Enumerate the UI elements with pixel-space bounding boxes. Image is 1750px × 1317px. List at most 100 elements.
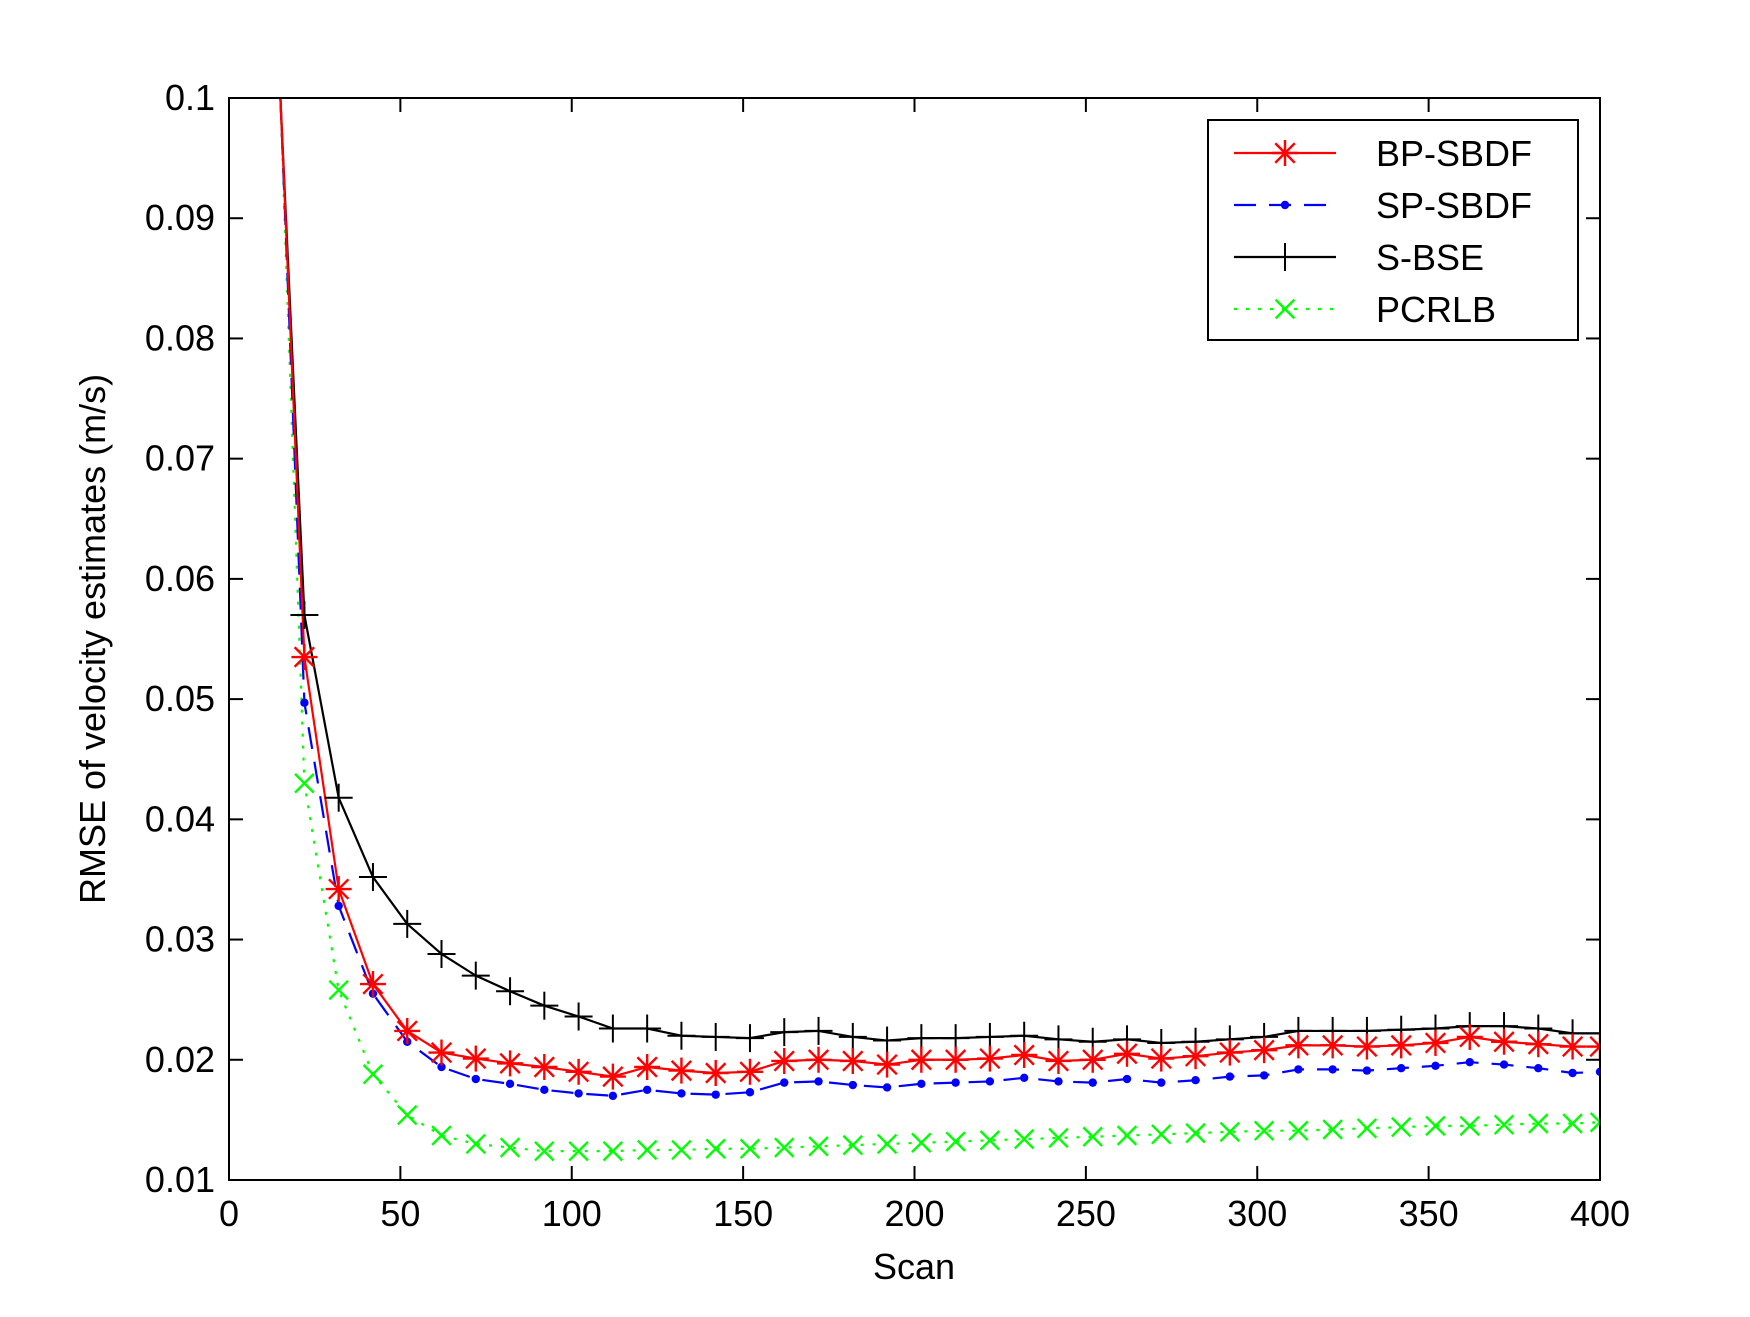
data-point-sp-sbdf: [471, 1074, 480, 1084]
data-point-sp-sbdf: [574, 1089, 583, 1098]
data-point-bp-sbdf: [325, 876, 352, 903]
data-point-sp-sbdf: [745, 1088, 755, 1097]
data-point-pcrlb: [774, 1137, 795, 1158]
data-point-sp-sbdf: [711, 1090, 720, 1099]
data-point-pcrlb: [911, 1132, 932, 1153]
data-point-bp-sbdf: [599, 1063, 626, 1090]
data-point-s-bse: [804, 1016, 833, 1045]
data-point-sp-sbdf: [780, 1078, 789, 1087]
data-point-bp-sbdf: [1422, 1029, 1449, 1056]
data-point-pcrlb: [328, 979, 349, 1001]
data-point-pcrlb: [1288, 1120, 1309, 1141]
data-point-bp-sbdf: [874, 1051, 901, 1078]
data-point-pcrlb: [739, 1138, 761, 1159]
data-point-pcrlb: [1528, 1113, 1549, 1134]
data-point-pcrlb: [568, 1140, 589, 1162]
data-point-sp-sbdf: [1568, 1068, 1577, 1078]
legend-marker: [1272, 140, 1298, 166]
data-point-bp-sbdf: [1182, 1043, 1209, 1070]
y-tick-label: 0.05: [145, 678, 215, 719]
ticks-layer: 0 50 100 150 200 250 300 350 400 0.01 0.02 0.03 0.04…: [145, 77, 1630, 1234]
data-point-bp-sbdf: [1525, 1031, 1552, 1058]
data-point-bp-sbdf: [1587, 1033, 1600, 1060]
y-tick-label: 0.1: [165, 77, 215, 118]
data-point-pcrlb: [808, 1136, 829, 1157]
data-point-sp-sbdf: [985, 1077, 995, 1086]
data-point-sp-sbdf: [1499, 1060, 1509, 1069]
data-point-pcrlb: [1562, 1113, 1583, 1134]
data-point-bp-sbdf: [1079, 1046, 1106, 1073]
legend-entry-pcrlb: PCRLB: [1234, 289, 1496, 330]
data-point-s-bse: [735, 1024, 764, 1053]
data-point-bp-sbdf: [1388, 1032, 1415, 1059]
series-line-bp-sbdf: [279, 98, 1600, 1078]
legend-entry-sp-sbdf: SP-SBDF: [1234, 185, 1532, 226]
data-point-sp-sbdf: [437, 1062, 446, 1072]
data-point-s-bse: [633, 1014, 662, 1043]
data-point-bp-sbdf: [462, 1045, 489, 1072]
data-point-bp-sbdf: [976, 1045, 1003, 1072]
data-point-bp-sbdf: [428, 1039, 455, 1066]
data-point-sp-sbdf: [1465, 1057, 1474, 1067]
data-point-pcrlb: [876, 1133, 898, 1155]
data-point-sp-sbdf: [1191, 1076, 1200, 1085]
data-point-pcrlb: [465, 1133, 486, 1155]
data-point-sp-sbdf: [882, 1083, 892, 1092]
data-point-bp-sbdf: [394, 1017, 421, 1044]
data-point-sp-sbdf: [1595, 1067, 1600, 1076]
legend-label: BP-SBDF: [1376, 133, 1532, 174]
data-point-pcrlb: [1253, 1120, 1275, 1141]
legend: BP-SBDF SP-SBDF S-BSE PCRLB: [1207, 119, 1579, 341]
x-tick-label: 250: [1056, 1193, 1116, 1234]
legend-entry-bp-sbdf: BP-SBDF: [1234, 133, 1532, 174]
x-tick-label: 400: [1570, 1193, 1630, 1234]
y-tick-label: 0.06: [145, 558, 215, 599]
data-point-bp-sbdf: [1353, 1033, 1380, 1060]
data-point-pcrlb: [671, 1139, 692, 1161]
legend-marker: [1280, 200, 1290, 210]
x-tick-label: 300: [1227, 1193, 1287, 1234]
data-point-pcrlb: [705, 1138, 726, 1159]
data-point-pcrlb: [1185, 1122, 1206, 1144]
data-point-sp-sbdf: [1362, 1066, 1372, 1075]
data-point-pcrlb: [294, 773, 315, 794]
data-point-s-bse: [427, 939, 456, 968]
data-point-bp-sbdf: [1216, 1039, 1243, 1066]
y-tick-label: 0.01: [145, 1159, 215, 1200]
data-point-bp-sbdf: [942, 1046, 969, 1073]
data-point-s-bse: [358, 863, 387, 892]
data-point-bp-sbdf: [531, 1053, 558, 1080]
data-point-s-bse: [701, 1022, 730, 1051]
data-point-sp-sbdf: [917, 1079, 926, 1089]
data-point-pcrlb: [602, 1140, 624, 1162]
data-point-bp-sbdf: [702, 1060, 729, 1087]
data-point-bp-sbdf: [736, 1058, 763, 1085]
data-point-bp-sbdf: [839, 1047, 866, 1074]
x-tick-label: 100: [542, 1193, 602, 1234]
data-point-sp-sbdf: [1088, 1078, 1097, 1087]
data-point-bp-sbdf: [1148, 1045, 1175, 1072]
data-point-pcrlb: [636, 1139, 658, 1161]
data-point-s-bse: [393, 909, 422, 938]
data-point-s-bse: [1586, 1019, 1600, 1048]
data-point-s-bse: [838, 1022, 867, 1051]
markers-layer: [290, 600, 1600, 1162]
data-point-pcrlb: [979, 1130, 1001, 1151]
data-point-bp-sbdf: [805, 1046, 832, 1073]
data-point-s-bse: [530, 991, 559, 1020]
data-point-sp-sbdf: [540, 1085, 549, 1095]
y-tick-label: 0.07: [145, 438, 215, 479]
x-tick-label: 50: [380, 1193, 420, 1234]
y-tick-label: 0.02: [145, 1039, 215, 1080]
data-point-pcrlb: [534, 1140, 555, 1162]
data-point-sp-sbdf: [1294, 1065, 1303, 1074]
x-tick-label: 350: [1399, 1193, 1459, 1234]
series-layer: [279, 98, 1600, 1153]
data-point-s-bse: [770, 1018, 799, 1047]
data-point-bp-sbdf: [1559, 1033, 1586, 1060]
data-point-bp-sbdf: [359, 971, 386, 998]
data-point-pcrlb: [1219, 1121, 1241, 1143]
data-point-bp-sbdf: [634, 1053, 661, 1080]
data-point-sp-sbdf: [1157, 1078, 1166, 1087]
legend-label: S-BSE: [1376, 237, 1484, 278]
